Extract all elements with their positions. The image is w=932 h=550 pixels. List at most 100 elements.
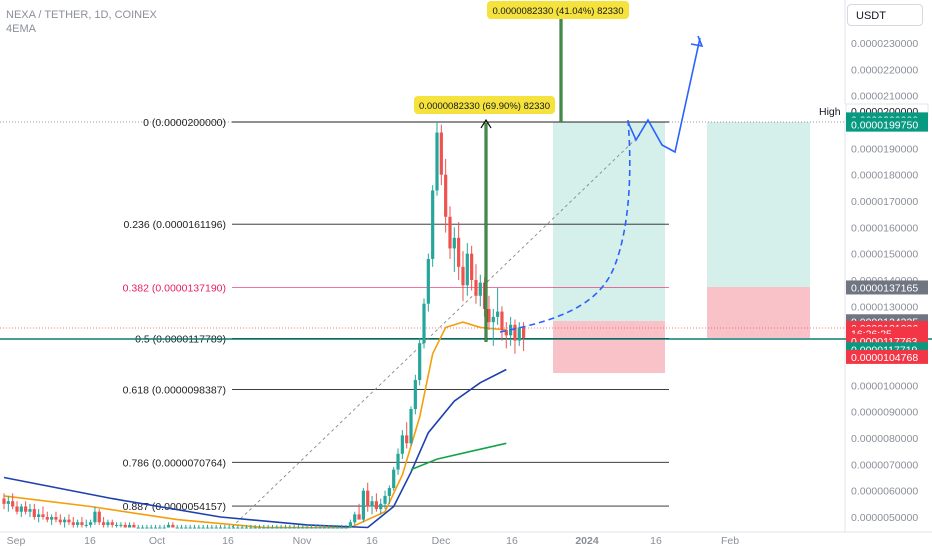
candle-body: [63, 519, 67, 523]
long-position-target-zone-2: [707, 122, 810, 287]
candle-body: [457, 237, 461, 267]
candle-body: [114, 524, 119, 526]
candle-body: [45, 517, 49, 520]
ema_fast-line: [3, 321, 507, 529]
candle-body: [517, 327, 521, 341]
candle-body: [71, 522, 75, 525]
candle-body: [431, 190, 435, 259]
candle-body: [361, 490, 365, 520]
ema_mid-line: [3, 368, 507, 529]
y-tick-label: 0.0000070000: [851, 459, 918, 471]
candle-body: [305, 527, 309, 529]
x-tick-label: 2024: [575, 535, 599, 547]
candle-body: [41, 514, 45, 517]
candle-body: [236, 527, 240, 529]
price-tag-bg: [846, 280, 928, 295]
candle-body: [67, 519, 71, 523]
ema_slow-line: [410, 442, 507, 471]
candle-body: [123, 524, 127, 528]
long-position-target-zone: [553, 122, 665, 321]
price-tag: 0.0000104768: [851, 352, 918, 364]
candle-body: [11, 501, 15, 507]
chart-header: NEXA / TETHER, 1D, COINEX 4EMA: [6, 8, 157, 36]
candle-body: [244, 527, 249, 529]
indicator-label: 4EMA: [6, 23, 36, 35]
x-tick-label: 16: [650, 535, 662, 547]
fib-level-label: 0.786 (0.0000070764): [123, 457, 226, 469]
high-label-bg: [813, 104, 846, 118]
candle-body: [318, 527, 322, 529]
y-tick-label: 0.0000190000: [851, 143, 918, 155]
candle-body: [327, 527, 331, 529]
candle-body: [409, 409, 413, 444]
candle-body: [461, 266, 465, 286]
candle-body: [162, 527, 166, 529]
candle-body: [179, 527, 184, 529]
candle-body: [400, 435, 404, 454]
candle-body: [240, 527, 244, 529]
candle-body: [270, 527, 275, 529]
measure-label-1: 0.0000082330 (69.90%) 82330: [419, 101, 550, 112]
candle-body: [487, 308, 491, 323]
candle-body: [266, 527, 270, 529]
high-label: High: [819, 106, 841, 118]
candle-body: [435, 132, 439, 191]
x-tick-label: Oct: [149, 535, 165, 547]
candle-body: [84, 524, 88, 526]
x-tick-label: 16: [222, 535, 234, 547]
candle-body: [205, 527, 210, 529]
candle-body: [491, 316, 495, 323]
candle-body: [444, 174, 448, 217]
candle-body: [197, 527, 201, 529]
candle-body: [101, 522, 106, 525]
projection-arrow-head: [690, 35, 704, 48]
price-tag-bg: [846, 117, 928, 132]
candle-body: [474, 280, 478, 296]
candle-body: [357, 514, 361, 520]
candle-body: [257, 527, 262, 529]
candle-body: [314, 527, 318, 529]
candle-body: [452, 237, 456, 249]
candle-body: [218, 527, 223, 529]
y-tick-label: 0.0000170000: [851, 196, 918, 208]
candle-body: [110, 522, 114, 525]
candle-body: [301, 527, 305, 529]
price-tag: 0.0000199750: [851, 120, 918, 132]
candle-body: [15, 506, 19, 512]
candle-body: [37, 514, 41, 517]
measure-label-1-bg: [414, 96, 555, 114]
candle-body: [513, 324, 517, 341]
x-tick-label: Sep: [7, 535, 26, 547]
candle-body: [32, 509, 36, 517]
y-tick-label: 0.0000220000: [851, 64, 918, 76]
candle-body: [396, 453, 400, 470]
candle-body: [153, 527, 158, 529]
candle-body: [97, 511, 101, 523]
candle-body: [366, 490, 370, 507]
candle-body: [76, 522, 80, 525]
measure-arrow-1-head: [480, 118, 492, 129]
candle-body: [340, 527, 344, 529]
candle-body: [279, 527, 283, 529]
candle-body: [175, 527, 179, 529]
y-tick-label: 0.0000060000: [851, 486, 918, 498]
candle-body: [192, 527, 197, 529]
candle-body: [93, 511, 97, 523]
candle-body: [24, 506, 28, 512]
candle-body: [500, 311, 504, 331]
candle-body: [127, 524, 132, 528]
measure-label-2-bg: [487, 1, 629, 19]
y-tick-label: 0.0000230000: [851, 38, 918, 50]
candle-body: [504, 330, 508, 336]
candle-body: [58, 519, 62, 523]
candle-body: [478, 282, 482, 296]
candle-body: [28, 509, 32, 512]
candle-body: [50, 517, 54, 520]
candle-body: [292, 527, 296, 529]
currency-button[interactable]: USDT: [847, 4, 923, 26]
candle-body: [89, 522, 93, 525]
candle-body: [214, 527, 218, 529]
candle-body: [374, 501, 378, 510]
price-tag: 0.0000137165: [851, 282, 918, 294]
